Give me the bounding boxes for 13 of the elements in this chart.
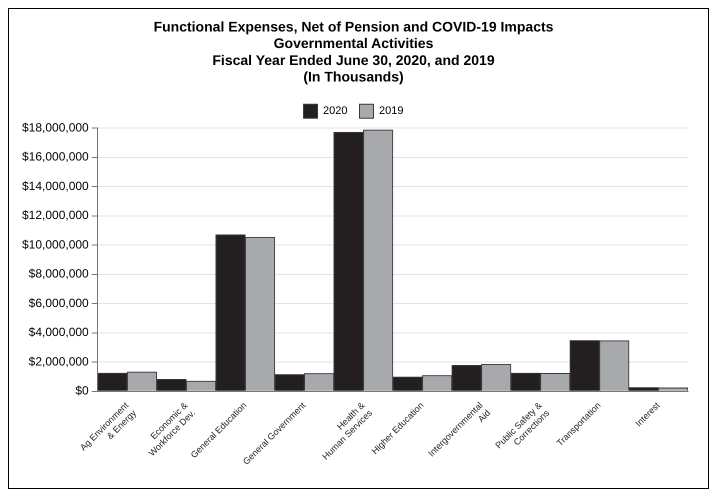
y-tick-label: $0 — [75, 384, 90, 398]
y-tick-label: $2,000,000 — [28, 354, 90, 368]
y-tick-label: $12,000,000 — [22, 208, 90, 222]
y-tick-label: $6,000,000 — [28, 296, 90, 310]
legend-label: 2019 — [379, 105, 404, 118]
y-tick-label: $18,000,000 — [22, 120, 90, 135]
y-tick-label: $16,000,000 — [22, 150, 90, 164]
legend-label: 2020 — [323, 105, 348, 118]
y-tick-label: $8,000,000 — [28, 266, 90, 281]
y-tick-label: $4,000,000 — [28, 325, 90, 340]
chart-title: Functional Expenses, Net of Pension and COVID-19 Impacts Governmental Activities Fiscal Year Ended June 30, 2020, and 2019 (In Thousands) — [154, 18, 554, 85]
y-tick-label: $14,000,000 — [22, 178, 90, 193]
y-tick-label: $10,000,000 — [22, 237, 90, 252]
